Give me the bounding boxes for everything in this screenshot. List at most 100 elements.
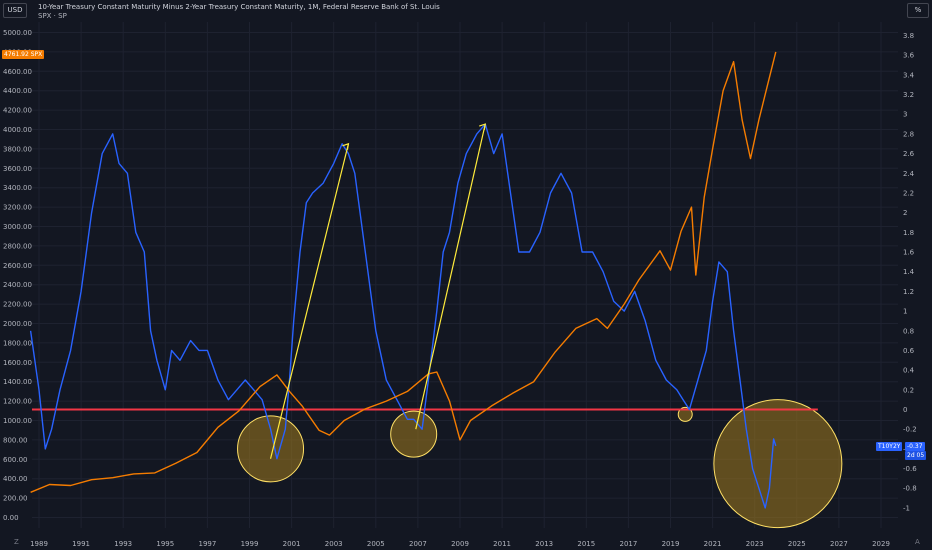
right-tick-label: 3.2 [903, 91, 914, 99]
right-tick-label: 0 [903, 406, 907, 414]
trend-line [415, 123, 486, 430]
left-tick-label: 5000.00 [3, 29, 32, 37]
x-tick-label: 2023 [746, 540, 764, 548]
auto-scale-button[interactable]: A [915, 538, 920, 546]
series-subtitle: SPX · SP [38, 12, 67, 20]
chart-header: USD 10-Year Treasury Constant Maturity M… [0, 0, 932, 22]
trend-arrows [269, 123, 487, 459]
highlight-circle [237, 415, 305, 483]
spx-series-line [30, 51, 777, 493]
right-tick-label: 1.8 [903, 229, 914, 237]
highlight-circle [390, 410, 438, 458]
right-tick-label: 2 [903, 209, 907, 217]
legend: 10-Year Treasury Constant Maturity Minus… [38, 3, 440, 21]
trend-arrowhead [342, 142, 350, 150]
x-tick-label: 2007 [409, 540, 427, 548]
spread-label-badge: T10Y2Y [876, 442, 903, 451]
left-unit-label[interactable]: USD [3, 3, 27, 18]
right-tick-label: 1.6 [903, 249, 915, 257]
right-tick-label: 1.2 [903, 288, 914, 296]
left-tick-label: 1800.00 [3, 339, 32, 347]
right-tick-label: 0.6 [903, 347, 915, 355]
spx-price-value: 4761.92 [4, 51, 29, 58]
right-axis-ticks: -1-0.8-0.6-0.4-0.200.20.40.60.811.21.41.… [903, 32, 917, 512]
left-tick-label: 200.00 [3, 495, 28, 503]
left-tick-label: 4600.00 [3, 68, 32, 76]
right-tick-label: 2.8 [903, 130, 914, 138]
zoom-reset-button[interactable]: Z [14, 538, 19, 546]
left-tick-label: 2600.00 [3, 262, 32, 270]
spread-series-label: T10Y2Y [878, 443, 901, 450]
x-tick-label: 2021 [704, 540, 722, 548]
left-tick-label: 4400.00 [3, 87, 32, 95]
right-tick-label: 0.8 [903, 327, 914, 335]
highlight-circle [713, 399, 843, 529]
spx-price-badge: 4761.92 SPX [2, 50, 45, 59]
right-tick-label: 3.4 [903, 71, 915, 79]
right-tick-label: 3 [903, 111, 907, 119]
series-lines [29, 51, 777, 509]
left-tick-label: 2200.00 [3, 301, 32, 309]
spread-sub-badge: 2d 05 [905, 451, 927, 460]
spread-value-badge: -0.37 [905, 442, 925, 451]
left-tick-label: 1000.00 [3, 417, 32, 425]
trend-arrowhead [479, 123, 487, 131]
right-tick-label: 0.4 [903, 367, 915, 375]
left-axis-ticks: 0.00 200.00 400.00 600.00 800.00 1000.00 1200.… [3, 29, 32, 522]
series-title: 10-Year Treasury Constant Maturity Minus… [38, 3, 440, 11]
spread-value: -0.37 [907, 443, 923, 450]
x-tick-label: 2003 [325, 540, 343, 548]
right-tick-label: 1.4 [903, 268, 915, 276]
x-tick-label: 2005 [367, 540, 385, 548]
spread-countdown: 2d 05 [907, 452, 925, 459]
right-tick-label: 3.8 [903, 32, 914, 40]
right-tick-label: -0.2 [903, 426, 917, 434]
spread-series-line [29, 123, 777, 509]
x-tick-label: 1997 [198, 540, 216, 548]
x-tick-label: 2001 [283, 540, 301, 548]
left-tick-label: 4000.00 [3, 126, 32, 134]
left-tick-label: 400.00 [3, 475, 28, 483]
x-tick-label: 2019 [662, 540, 680, 548]
x-tick-label: 2011 [493, 540, 511, 548]
x-tick-label: 1999 [241, 540, 259, 548]
left-tick-label: 3600.00 [3, 165, 32, 173]
left-tick-label: 4200.00 [3, 107, 32, 115]
left-tick-label: 3200.00 [3, 204, 32, 212]
left-tick-label: 1200.00 [3, 398, 32, 406]
x-axis-ticks: 1989 1991 1993 1995 1997 1999 2001 2003 2005 2007… [30, 540, 890, 548]
left-tick-label: 1600.00 [3, 359, 32, 367]
spx-badge-label: SPX [30, 51, 43, 58]
x-tick-label: 2017 [619, 540, 637, 548]
right-tick-label: 2.6 [903, 150, 915, 158]
x-tick-label: 2025 [788, 540, 806, 548]
left-tick-label: 3400.00 [3, 184, 32, 192]
highlight-circle [677, 406, 693, 422]
left-tick-label: 1400.00 [3, 378, 32, 386]
right-tick-label: -1 [903, 504, 910, 512]
right-tick-label: 0.2 [903, 386, 914, 394]
x-tick-label: 2013 [535, 540, 553, 548]
left-tick-label: 800.00 [3, 436, 28, 444]
right-tick-label: -0.6 [903, 465, 917, 473]
x-tick-label: 2029 [872, 540, 890, 548]
right-tick-label: 2.2 [903, 189, 914, 197]
x-tick-label: 2027 [830, 540, 848, 548]
left-tick-label: 3000.00 [3, 223, 32, 231]
right-tick-label: 3.6 [903, 52, 915, 60]
x-tick-label: 1991 [72, 540, 90, 548]
x-tick-label: 1995 [156, 540, 174, 548]
left-tick-label: 3800.00 [3, 145, 32, 153]
trend-line [269, 143, 350, 459]
right-unit-label[interactable]: % [907, 3, 929, 18]
right-tick-label: 2.4 [903, 170, 915, 178]
highlight-circles [237, 399, 843, 529]
left-tick-label: 2000.00 [3, 320, 32, 328]
x-tick-label: 1989 [30, 540, 48, 548]
right-tick-label: -0.8 [903, 485, 917, 493]
left-tick-label: 0.00 [3, 514, 19, 522]
left-tick-label: 2800.00 [3, 242, 32, 250]
x-tick-label: 1993 [114, 540, 132, 548]
left-tick-label: 2400.00 [3, 281, 32, 289]
